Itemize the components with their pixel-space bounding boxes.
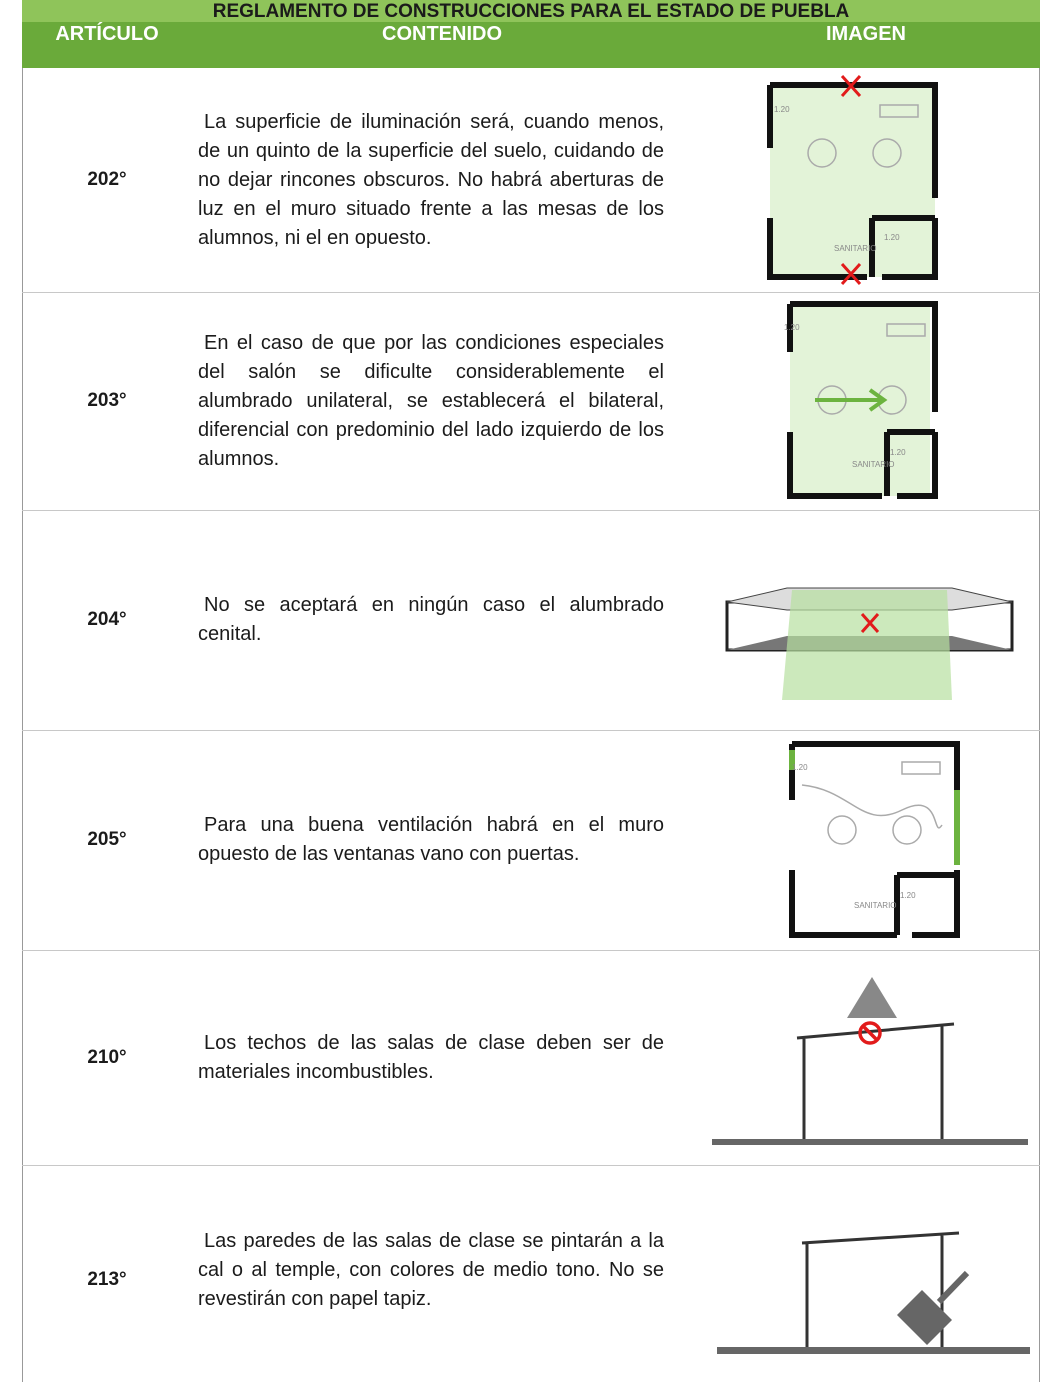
article: 213° bbox=[87, 1269, 127, 1290]
table-row: 202° La superficie de iluminación será, … bbox=[22, 68, 1040, 293]
column-header: ARTÍCULO bbox=[22, 22, 192, 68]
content-cell: No se aceptará en ningún caso el alumbra… bbox=[198, 510, 664, 730]
image-label: 1.20 bbox=[784, 323, 800, 332]
article: 204° bbox=[87, 609, 127, 630]
section-drawing bbox=[712, 977, 1028, 1145]
article: 210° bbox=[87, 1046, 127, 1068]
content: No se aceptará en ningún caso el alumbra… bbox=[198, 594, 664, 645]
content: La superficie de iluminación será, cuand… bbox=[198, 110, 664, 249]
content-cell: Los techos de las salas de clase deben s… bbox=[198, 950, 664, 1165]
content-cell: Para una buena ventilación habrá en el m… bbox=[198, 730, 664, 950]
section-drawing bbox=[717, 1231, 1030, 1354]
content: Las paredes de las salas de clase se pin… bbox=[198, 1229, 664, 1310]
content-cell: En el caso de que por las condiciones es… bbox=[198, 292, 664, 510]
section-drawing bbox=[725, 587, 1014, 700]
content: En el caso de que por las condiciones es… bbox=[198, 331, 664, 470]
column-header: IMAGEN bbox=[692, 22, 1040, 68]
article: 202° bbox=[87, 169, 127, 190]
table-row: 205° Para una buena ventilación habrá en… bbox=[22, 730, 1040, 951]
table-row: 213° Las paredes de las salas de clase s… bbox=[22, 1165, 1040, 1395]
floor-plan: 1.20 1.20 SANITARIO bbox=[767, 74, 938, 286]
content: Los techos de las salas de clase deben s… bbox=[198, 1031, 664, 1083]
content-cell: La superficie de iluminación será, cuand… bbox=[198, 68, 664, 292]
image-label: 1.20 bbox=[900, 891, 916, 900]
image-label: SANITARIO bbox=[834, 244, 877, 253]
image-label: SANITARIO bbox=[854, 901, 897, 910]
border bbox=[22, 68, 23, 1382]
image-label: 1.20 bbox=[890, 448, 906, 457]
border bbox=[1039, 68, 1040, 1382]
floor-plan: 1.20 1.20 SANITARIO bbox=[784, 301, 938, 499]
article: 203° bbox=[87, 390, 127, 411]
table-row: 210° Los techos de las salas de clase de… bbox=[22, 950, 1040, 1166]
image-label: 1.20 bbox=[774, 105, 790, 114]
image-label: 1.20 bbox=[792, 763, 808, 772]
table-title: REGLAMENTO DE CONSTRUCCIONES PARA EL EST… bbox=[22, 0, 1040, 22]
floor-plan: 1.20 1.20 SANITARIO bbox=[789, 741, 960, 938]
image-label: SANITARIO bbox=[852, 460, 895, 469]
content-cell: Las paredes de las salas de clase se pin… bbox=[198, 1165, 664, 1375]
article: 205° bbox=[87, 829, 127, 850]
content: Para una buena ventilación habrá en el m… bbox=[198, 814, 664, 865]
table-row: 204° No se aceptará en ningún caso el al… bbox=[22, 510, 1040, 731]
image-label: 1.20 bbox=[884, 233, 900, 242]
column-header: CONTENIDO bbox=[192, 22, 692, 68]
table-row: 203° En el caso de que por las condicion… bbox=[22, 292, 1040, 511]
